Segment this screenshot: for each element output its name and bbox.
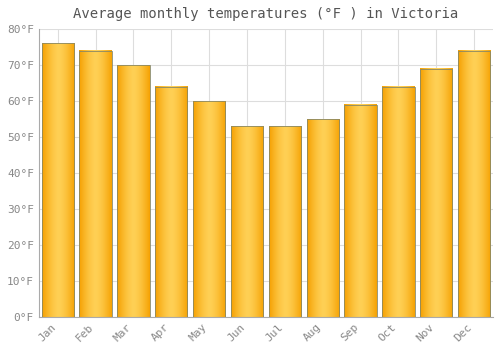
Bar xyxy=(155,86,188,317)
Bar xyxy=(458,51,490,317)
Bar xyxy=(306,119,339,317)
Bar xyxy=(42,43,74,317)
Bar xyxy=(382,86,414,317)
Title: Average monthly temperatures (°F ) in Victoria: Average monthly temperatures (°F ) in Vi… xyxy=(74,7,458,21)
Bar xyxy=(420,69,452,317)
Bar xyxy=(344,105,376,317)
Bar xyxy=(269,126,301,317)
Bar xyxy=(118,65,150,317)
Bar xyxy=(80,51,112,317)
Bar xyxy=(231,126,263,317)
Bar xyxy=(193,101,225,317)
